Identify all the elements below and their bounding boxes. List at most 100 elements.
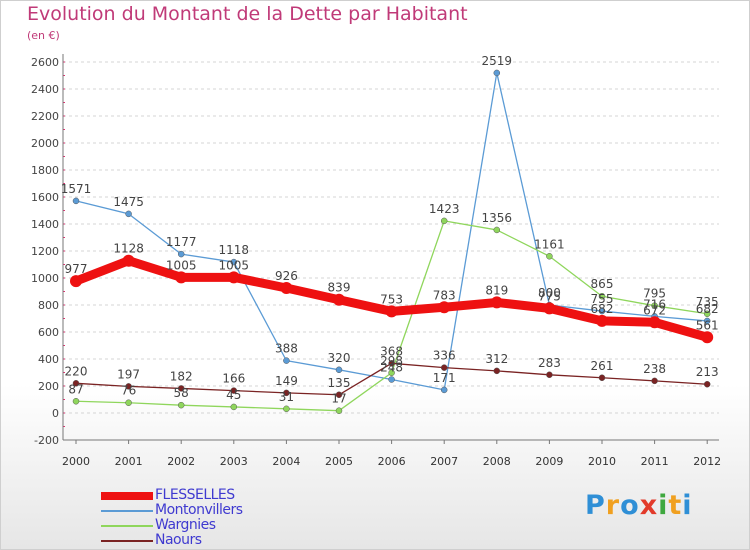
data-label: 368 (380, 344, 403, 358)
data-label: 755 (591, 292, 614, 306)
data-label: 171 (433, 371, 456, 385)
data-label: 312 (485, 352, 508, 366)
data-point (703, 380, 711, 388)
x-tick-label: 2006 (378, 455, 406, 468)
data-point (440, 217, 448, 225)
y-tick-label: 200 (38, 380, 59, 393)
data-point (230, 387, 238, 394)
legend-swatch (101, 510, 153, 512)
data-label: 1177 (166, 235, 197, 249)
data-point (388, 360, 395, 367)
logo-letter: o (620, 490, 640, 521)
data-point (385, 305, 398, 318)
proxiti-logo: Proxiti (585, 490, 693, 521)
data-label: 795 (643, 287, 666, 301)
logo-letter: x (639, 490, 659, 521)
y-tick-label: 2000 (31, 137, 59, 150)
data-label: 561 (696, 318, 719, 332)
data-label: 320 (328, 351, 351, 365)
data-point (388, 376, 395, 383)
y-tick-label: 400 (38, 353, 59, 366)
data-point (546, 371, 553, 379)
data-point (70, 275, 82, 288)
legend-label: Wargnies (155, 517, 216, 533)
data-label: 31 (279, 390, 294, 404)
data-point (648, 316, 661, 329)
data-point (283, 357, 290, 364)
data-point (493, 226, 501, 234)
data-point (230, 258, 238, 266)
data-label: 76 (121, 384, 136, 398)
data-point (440, 364, 448, 371)
data-point (388, 369, 395, 377)
data-point (651, 302, 658, 309)
data-label: 1475 (113, 195, 144, 209)
data-label: 1118 (219, 243, 250, 257)
data-point (493, 69, 501, 77)
x-tick-label: 2002 (167, 455, 195, 468)
series-line-montonvillers (75, 72, 708, 391)
x-tick-label: 2001 (115, 455, 143, 468)
data-point (651, 377, 658, 385)
data-label: 977 (65, 262, 88, 276)
x-tick-label: 2009 (535, 455, 563, 468)
legend-label: Naours (155, 532, 202, 548)
y-tick-label: -200 (34, 434, 59, 447)
y-tick-label: 2400 (31, 83, 59, 96)
data-label: 819 (485, 283, 508, 297)
data-point (598, 292, 606, 300)
data-label: 783 (433, 288, 456, 302)
data-point (177, 250, 185, 258)
data-label: 135 (328, 376, 351, 390)
data-point (72, 197, 80, 205)
data-point (440, 386, 448, 394)
data-label: 682 (696, 302, 719, 316)
y-tick-label: 1400 (31, 218, 59, 231)
x-tick-label: 2005 (325, 455, 353, 468)
data-label: 1356 (482, 211, 513, 225)
y-tick-label: 1600 (31, 191, 59, 204)
data-point (543, 302, 556, 315)
data-point (703, 310, 711, 318)
data-label: 17 (331, 392, 346, 406)
data-point (125, 399, 132, 406)
data-point (335, 407, 343, 414)
data-label: 672 (643, 303, 666, 317)
legend-swatch (101, 525, 153, 527)
data-point (280, 281, 293, 294)
legend-swatch (101, 492, 153, 500)
x-tick-label: 2007 (430, 455, 458, 468)
data-point (125, 383, 132, 390)
data-label: 213 (696, 365, 719, 379)
x-tick-label: 2012 (693, 455, 721, 468)
y-tick-label: 1200 (31, 245, 59, 258)
data-point (490, 296, 503, 309)
data-label: 800 (538, 286, 561, 300)
chart-title: Evolution du Montant de la Dette par Hab… (27, 3, 468, 25)
data-point (175, 271, 188, 284)
y-tick-label: 2200 (31, 110, 59, 123)
data-label: 2519 (482, 54, 513, 68)
data-point (546, 253, 553, 260)
data-label: 58 (174, 386, 189, 400)
data-label: 182 (170, 369, 193, 383)
data-point (335, 391, 343, 399)
data-label: 336 (433, 349, 456, 363)
y-tick-label: 600 (38, 326, 59, 339)
data-label: 149 (275, 374, 298, 388)
data-label: 238 (643, 362, 666, 376)
data-point (335, 366, 343, 374)
data-point (230, 403, 238, 411)
data-point (177, 401, 185, 409)
logo-letter: i (658, 490, 669, 521)
data-point (177, 385, 185, 392)
x-tick-label: 2004 (272, 455, 300, 468)
data-point (701, 331, 714, 344)
legend-label: FLESSELLES (155, 487, 235, 503)
data-label: 197 (117, 367, 140, 381)
data-point (598, 374, 606, 382)
y-tick-label: 2600 (31, 56, 59, 69)
y-tick-label: 1800 (31, 164, 59, 177)
data-label: 1005 (219, 258, 250, 272)
